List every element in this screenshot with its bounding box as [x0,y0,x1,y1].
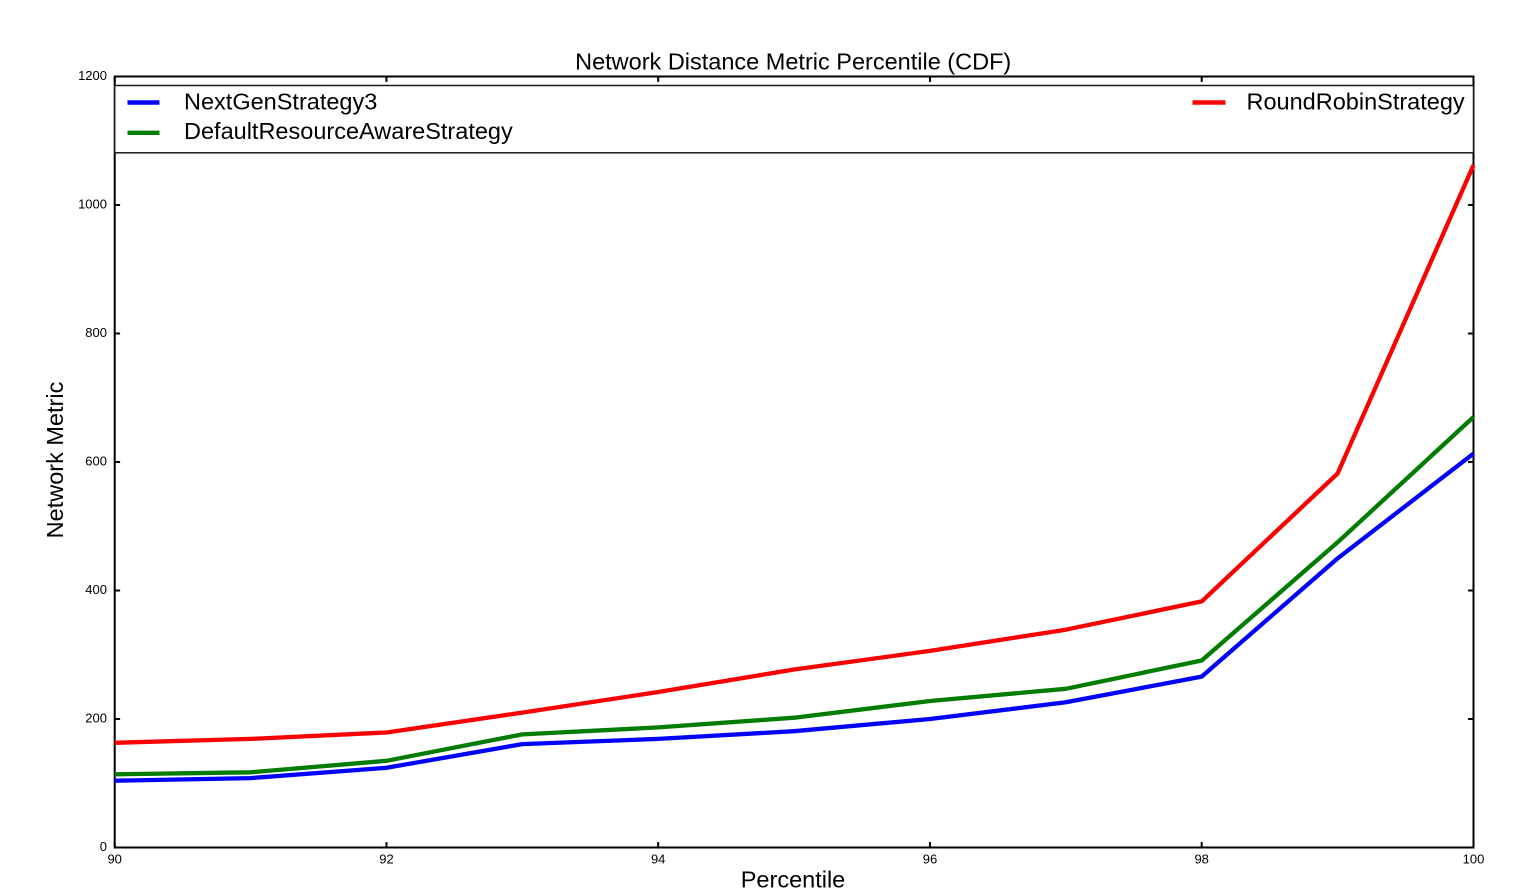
svg-text:400: 400 [85,582,107,597]
svg-text:92: 92 [379,852,393,867]
svg-text:Network Metric: Network Metric [42,381,68,538]
svg-text:DefaultResourceAwareStrategy: DefaultResourceAwareStrategy [184,118,513,144]
svg-text:Percentile: Percentile [741,866,846,892]
svg-text:98: 98 [1194,852,1208,867]
svg-text:0: 0 [100,839,107,854]
svg-text:94: 94 [651,852,665,867]
svg-text:800: 800 [85,325,107,340]
svg-text:96: 96 [923,852,937,867]
svg-text:200: 200 [85,710,107,725]
svg-text:NextGenStrategy3: NextGenStrategy3 [184,88,377,114]
svg-text:1000: 1000 [78,196,107,211]
svg-text:100: 100 [1463,852,1485,867]
svg-text:90: 90 [107,852,121,867]
svg-text:1200: 1200 [78,68,107,83]
svg-text:Network Distance Metric Percen: Network Distance Metric Percentile (CDF) [575,48,1011,74]
svg-text:RoundRobinStrategy: RoundRobinStrategy [1247,88,1465,114]
svg-text:600: 600 [85,453,107,468]
